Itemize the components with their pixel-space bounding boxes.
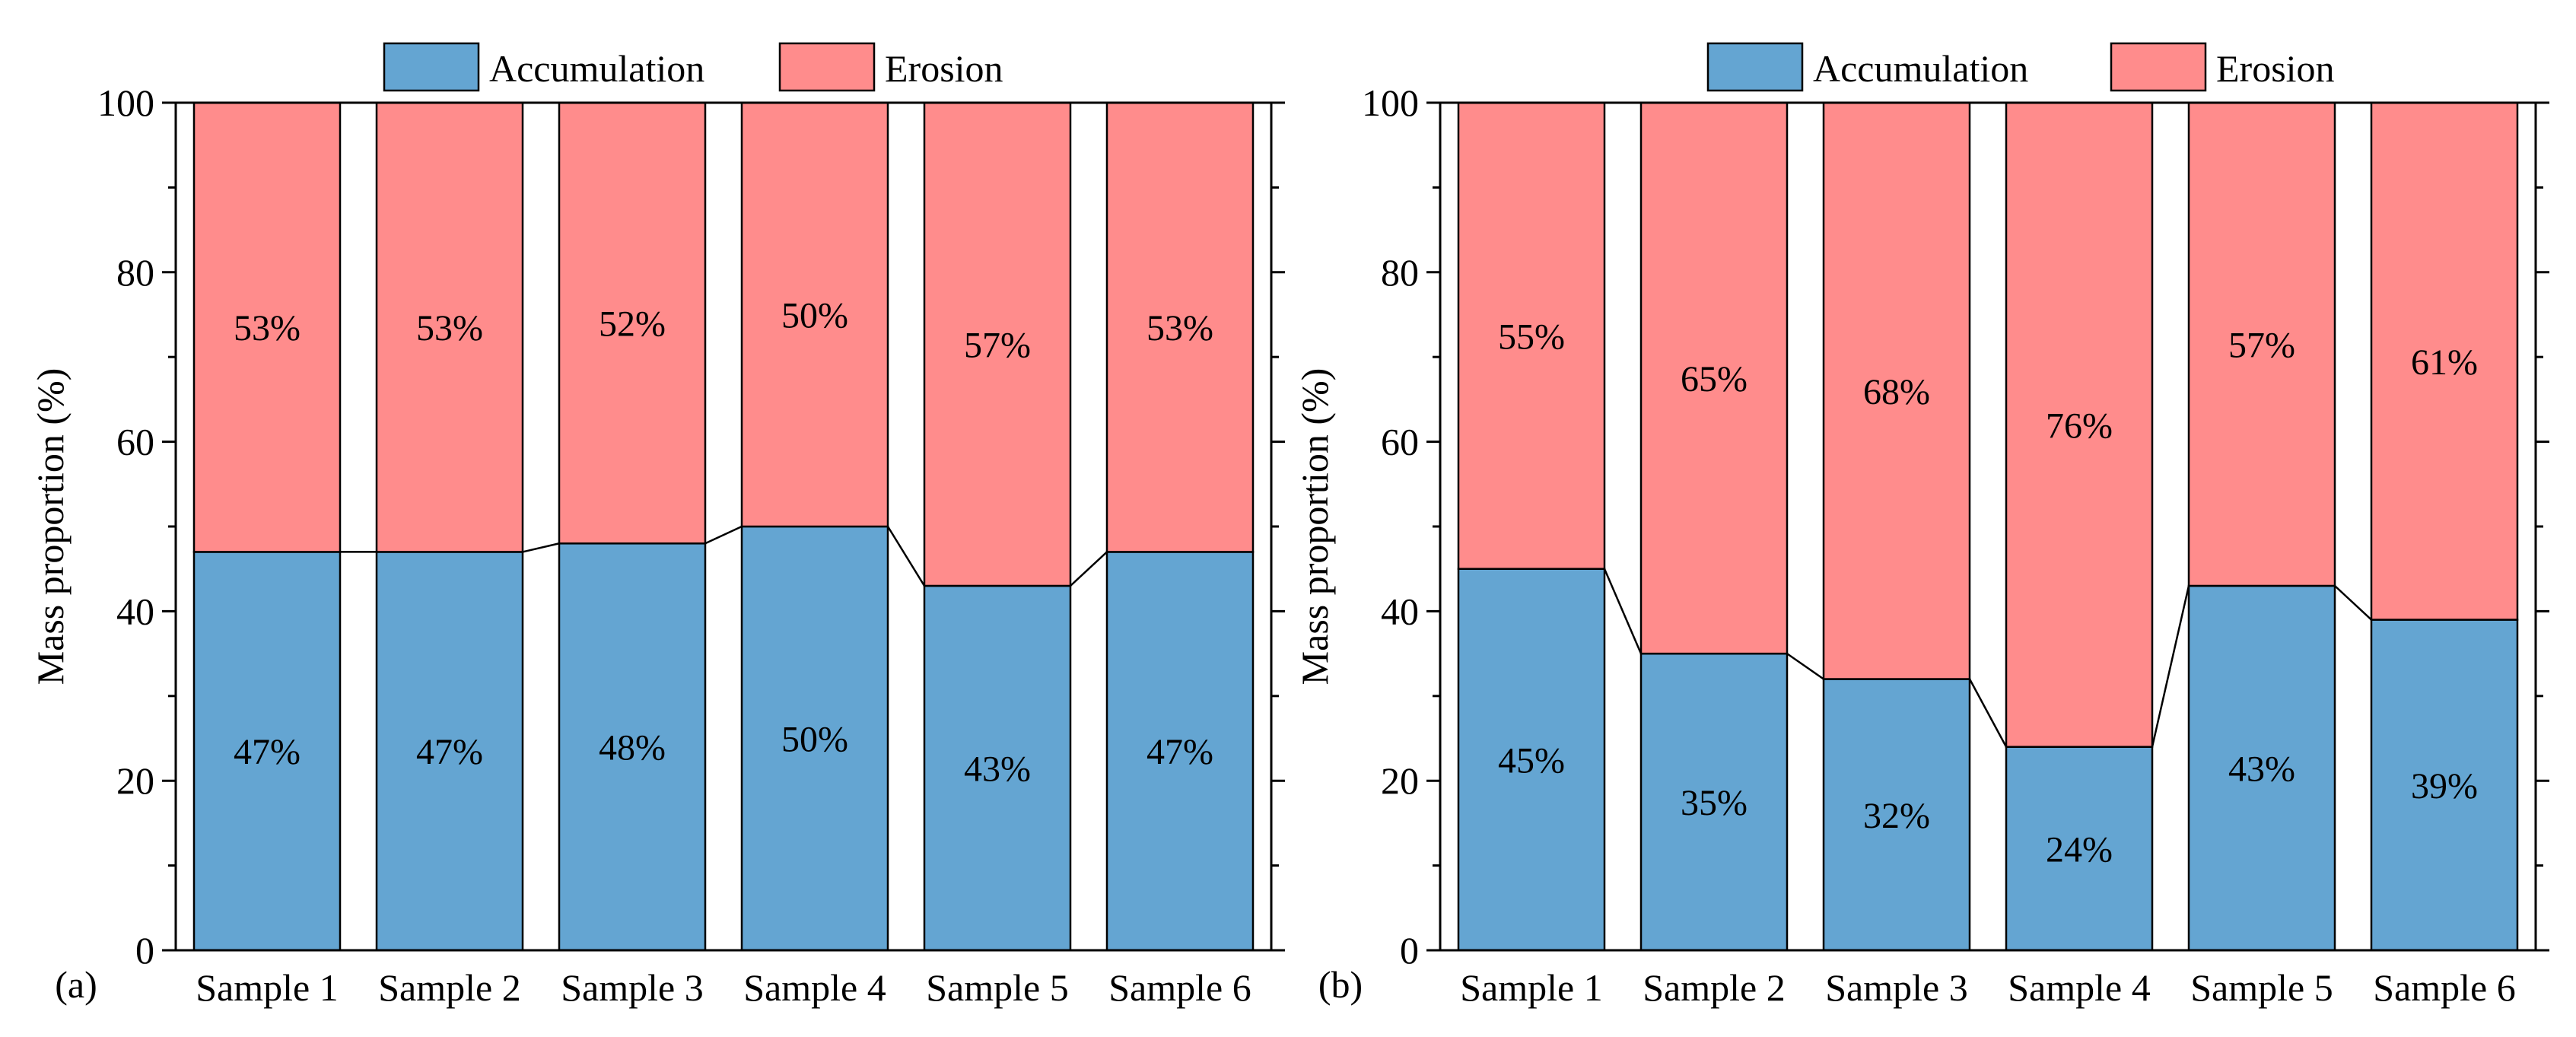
x-category-label-sample-1: Sample 1 (1460, 966, 1602, 1009)
x-category-label-sample-1: Sample 1 (196, 966, 338, 1009)
accumulation-label-sample-3: 48% (599, 728, 666, 768)
y-tick-label-60: 60 (1381, 421, 1419, 463)
erosion-label-sample-2: 53% (416, 308, 483, 348)
erosion-bar-sample-5 (923, 101, 1072, 587)
accumulation-label-sample-3: 32% (1863, 796, 1930, 836)
erosion-label-sample-6: 61% (2411, 342, 2478, 383)
erosion-label-sample-4: 50% (781, 296, 848, 336)
x-category-label-sample-5: Sample 5 (2190, 966, 2333, 1009)
accumulation-label-sample-6: 39% (2411, 766, 2478, 806)
erosion-label-sample-1: 55% (1498, 317, 1565, 357)
legend: Accumulation Erosion (1706, 42, 2335, 92)
accumulation-label-sample-5: 43% (2228, 749, 2295, 789)
legend-swatch-erosion (778, 42, 876, 92)
erosion-bar-sample-5 (2187, 101, 2336, 587)
y-tick-label-60: 60 (116, 421, 154, 463)
accumulation-bar-sample-1 (1457, 568, 1606, 952)
connector-line-5-6 (1070, 551, 1108, 587)
accumulation-bar-sample-2 (1639, 652, 1789, 952)
accumulation-label-sample-5: 43% (964, 749, 1031, 789)
accumulation-label-sample-2: 35% (1681, 783, 1748, 823)
x-category-label-sample-4: Sample 4 (2008, 966, 2150, 1009)
erosion-bar-sample-3 (1822, 101, 1971, 680)
connector-line-3-4 (1968, 678, 2008, 748)
x-category-label-sample-3: Sample 3 (561, 966, 703, 1009)
x-category-label-sample-2: Sample 2 (378, 966, 520, 1009)
erosion-bar-sample-2 (1639, 101, 1789, 655)
erosion-bar-sample-6 (2370, 101, 2519, 621)
connector-line-4-5 (2151, 585, 2190, 747)
legend-label-erosion: Erosion (2216, 47, 2335, 90)
connector-line-3-4 (704, 525, 743, 545)
erosion-label-sample-4: 76% (2046, 406, 2113, 446)
erosion-bar-sample-2 (375, 101, 524, 553)
legend-label-accumulation: Accumulation (489, 47, 704, 90)
chart-panel-a: 47% 53% 47% 53% 48% 52% 50% 50% 43% 57% 47% 53% 0 20 4… (29, 42, 1285, 1009)
bars-group (192, 101, 1255, 952)
accumulation-label-sample-1: 45% (1498, 740, 1565, 781)
legend: Accumulation Erosion (383, 42, 1003, 92)
legend-swatch-accumulation (1706, 42, 1804, 92)
erosion-bar-sample-6 (1105, 101, 1255, 553)
legend-label-erosion: Erosion (885, 47, 1003, 90)
erosion-bar-sample-4 (2005, 101, 2154, 748)
y-tick-label-80: 80 (116, 251, 154, 294)
x-category-label-sample-2: Sample 2 (1643, 966, 1785, 1009)
legend-label-accumulation: Accumulation (1813, 47, 2028, 90)
accumulation-label-sample-6: 47% (1146, 732, 1213, 772)
erosion-label-sample-2: 65% (1681, 359, 1748, 399)
accumulation-bar-sample-5 (923, 584, 1072, 952)
y-tick-label-20: 20 (1381, 759, 1419, 802)
connector-line-2-3 (1786, 653, 1824, 680)
y-tick-label-80: 80 (1381, 251, 1419, 294)
accumulation-label-sample-4: 50% (781, 720, 848, 760)
accumulation-bar-sample-1 (192, 551, 342, 952)
x-category-label-sample-3: Sample 3 (1825, 966, 1967, 1009)
y-tick-label-100: 100 (97, 81, 154, 124)
erosion-bar-sample-4 (740, 101, 889, 528)
accumulation-bar-sample-4 (740, 525, 889, 952)
erosion-label-sample-3: 52% (599, 304, 666, 345)
y-tick-label-40: 40 (116, 590, 154, 632)
erosion-label-sample-5: 57% (964, 325, 1031, 365)
legend-swatch-accumulation (383, 42, 480, 92)
legend-swatch-erosion (2110, 42, 2207, 92)
y-axis-title: Mass proportion (%) (29, 368, 72, 686)
connector-line-5-6 (2334, 585, 2372, 621)
y-tick-label-0: 0 (135, 929, 154, 972)
erosion-label-sample-3: 68% (1863, 372, 1930, 412)
y-tick-label-40: 40 (1381, 590, 1419, 632)
erosion-label-sample-5: 57% (2228, 325, 2295, 365)
x-category-label-sample-6: Sample 6 (2373, 966, 2515, 1009)
erosion-bar-sample-1 (1457, 101, 1606, 570)
panel-label: (a) (55, 963, 97, 1006)
erosion-label-sample-1: 53% (234, 308, 301, 348)
accumulation-label-sample-1: 47% (234, 732, 301, 772)
x-category-label-sample-6: Sample 6 (1108, 966, 1251, 1009)
erosion-bar-sample-3 (558, 101, 707, 545)
erosion-label-sample-6: 53% (1146, 308, 1213, 348)
panel-label: (b) (1318, 963, 1363, 1006)
x-category-label-sample-5: Sample 5 (926, 966, 1068, 1009)
x-category-label-sample-4: Sample 4 (743, 966, 886, 1009)
y-tick-label-100: 100 (1362, 81, 1419, 124)
bars-group (1457, 101, 2519, 952)
accumulation-label-sample-2: 47% (416, 732, 483, 772)
y-axis-title: Mass proportion (%) (1293, 368, 1336, 686)
accumulation-bar-sample-2 (375, 551, 524, 952)
connector-line-2-3 (522, 542, 560, 553)
y-tick-label-0: 0 (1400, 929, 1419, 972)
connector-line-1-2 (1603, 568, 1643, 654)
accumulation-bar-sample-6 (2370, 619, 2519, 952)
accumulation-label-sample-4: 24% (2046, 829, 2113, 870)
accumulation-bar-sample-4 (2005, 746, 2154, 952)
chart-panel-b: 45% 55% 35% 65% 32% 68% 24% 76% 43% 57% 39% 61% 0 20 4… (1293, 42, 2549, 1009)
connector-line-4-5 (886, 526, 926, 587)
y-tick-label-20: 20 (116, 759, 154, 802)
